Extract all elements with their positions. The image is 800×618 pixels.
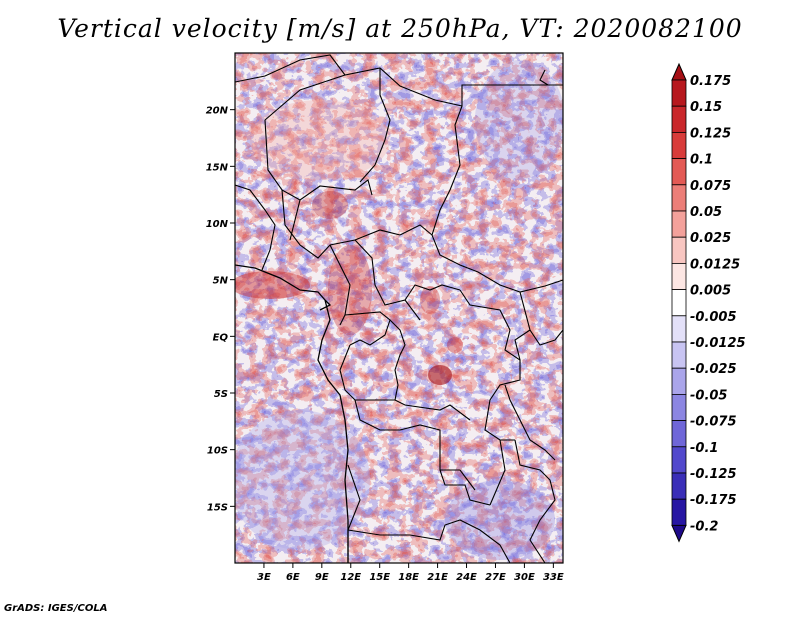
colorbar-swatch: [671, 289, 687, 317]
colorbar-label: -0.1: [690, 441, 718, 456]
country-boundaries: [235, 54, 563, 563]
colorbar-label: -0.0125: [690, 336, 746, 351]
colorbar-swatch: [671, 262, 687, 290]
lat-tick-label: 5S: [214, 389, 228, 400]
colorbar-label: 0.1: [690, 153, 713, 168]
lon-tick-label: 30E: [514, 572, 535, 583]
colorbar-swatch: [671, 420, 687, 448]
colorbar-label: 0.05: [690, 205, 722, 220]
latitude-axis: 20N 15N 10N 5N EQ 5S 10S 15S: [206, 106, 235, 513]
colorbar-label: 0.175: [690, 74, 731, 89]
lon-tick-label: 3E: [257, 572, 271, 583]
lon-tick-label: 15E: [369, 572, 390, 583]
lat-tick-label: 10S: [207, 446, 228, 457]
colorbar-label: 0.125: [690, 126, 731, 141]
lat-tick-label: 5N: [213, 276, 229, 287]
colorbar-label: -0.175: [690, 493, 737, 508]
colorbar-bottom-arrow: [671, 524, 687, 543]
map-title: Vertical velocity [m/s] at 250hPa, VT: 2…: [57, 14, 743, 43]
lon-tick-label: 33E: [543, 572, 564, 583]
lon-tick-label: 12E: [340, 572, 361, 583]
colorbar-label: 0.15: [690, 100, 722, 115]
lat-tick-label: 15S: [207, 502, 228, 513]
colorbar-swatch: [671, 210, 687, 238]
colorbar-label: -0.005: [690, 310, 737, 325]
coastline: [235, 264, 349, 563]
lat-tick-label: 15N: [206, 162, 229, 173]
colorbar-swatch: [671, 131, 687, 159]
colorbar-swatch: [671, 105, 687, 133]
grads-credit: GrADS: IGES/COLA: [4, 603, 108, 614]
colorbar-swatch: [671, 79, 687, 107]
colorbar-swatch: [671, 446, 687, 474]
colorbar-swatch: [671, 498, 687, 526]
colorbar-swatch: [671, 236, 687, 264]
colorbar-label: -0.125: [690, 467, 737, 482]
velocity-field: [235, 53, 563, 563]
colorbar-label: -0.05: [690, 388, 727, 403]
lon-tick-label: 18E: [398, 572, 419, 583]
colorbar-swatch: [671, 184, 687, 212]
colorbar-swatch: [671, 315, 687, 343]
colorbar-label: -0.025: [690, 362, 737, 377]
lon-tick-label: 9E: [315, 572, 329, 583]
plot-frame: [234, 52, 564, 564]
colorbar-label: 0.005: [690, 284, 731, 299]
lon-tick-label: 6E: [286, 572, 300, 583]
colorbar-label: 0.075: [690, 179, 731, 194]
lon-tick-label: 27E: [485, 572, 506, 583]
lat-tick-label: 10N: [206, 219, 229, 230]
colorbar-swatch: [671, 393, 687, 421]
colorbar-top-arrow: [671, 62, 687, 81]
colorbar-label: 0.0125: [690, 257, 740, 272]
colorbar-swatch: [671, 367, 687, 395]
colorbar-swatch: [671, 158, 687, 186]
colorbar-swatch: [671, 472, 687, 500]
colorbar-swatch: [671, 341, 687, 369]
lat-tick-label: 20N: [206, 106, 229, 117]
lon-tick-label: 24E: [456, 572, 477, 583]
lon-tick-label: 21E: [427, 572, 448, 583]
lat-tick-label: EQ: [213, 332, 229, 343]
colorbar-label: -0.2: [690, 519, 718, 534]
colorbar: 0.175 0.15 0.125 0.1 0.075 0.05 0.025 0.0125 0.0…: [671, 62, 746, 543]
colorbar-label: 0.025: [690, 231, 731, 246]
colorbar-label: -0.075: [690, 415, 737, 430]
longitude-axis: 3E 6E 9E 12E 15E 18E 21E 24E 27E 30E 33E: [257, 563, 564, 583]
